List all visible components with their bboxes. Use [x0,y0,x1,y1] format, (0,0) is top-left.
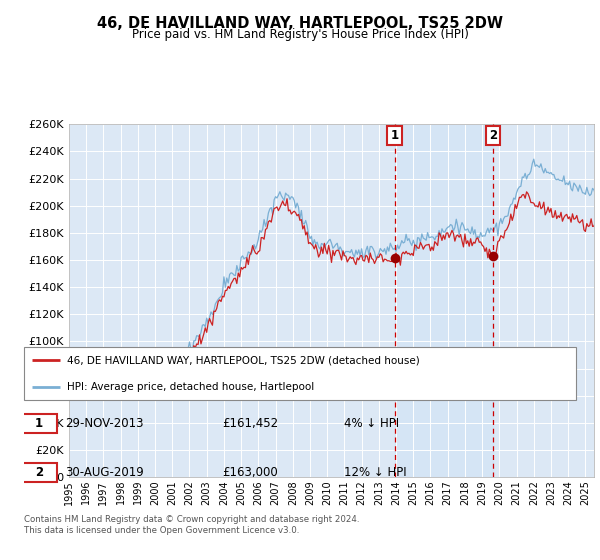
Text: 12% ↓ HPI: 12% ↓ HPI [344,466,407,479]
Text: This data is licensed under the Open Government Licence v3.0.: This data is licensed under the Open Gov… [24,526,299,535]
FancyBboxPatch shape [24,347,576,400]
Text: 30-AUG-2019: 30-AUG-2019 [65,466,144,479]
Bar [395,124,493,477]
Text: £161,452: £161,452 [223,417,279,430]
Text: 1: 1 [391,129,398,142]
Text: 1: 1 [35,417,43,430]
Text: 46, DE HAVILLAND WAY, HARTLEPOOL, TS25 2DW: 46, DE HAVILLAND WAY, HARTLEPOOL, TS25 2… [97,16,503,31]
Text: 29-NOV-2013: 29-NOV-2013 [65,417,144,430]
Text: £163,000: £163,000 [223,466,278,479]
Text: 4% ↓ HPI: 4% ↓ HPI [344,417,399,430]
Text: 46, DE HAVILLAND WAY, HARTLEPOOL, TS25 2DW (detached house): 46, DE HAVILLAND WAY, HARTLEPOOL, TS25 2… [67,356,420,366]
Text: 2: 2 [490,129,497,142]
FancyBboxPatch shape [21,463,57,482]
Text: Price paid vs. HM Land Registry's House Price Index (HPI): Price paid vs. HM Land Registry's House … [131,28,469,41]
Text: Contains HM Land Registry data © Crown copyright and database right 2024.: Contains HM Land Registry data © Crown c… [24,515,359,524]
FancyBboxPatch shape [21,414,57,433]
Text: HPI: Average price, detached house, Hartlepool: HPI: Average price, detached house, Hart… [67,382,314,392]
Text: 2: 2 [35,466,43,479]
